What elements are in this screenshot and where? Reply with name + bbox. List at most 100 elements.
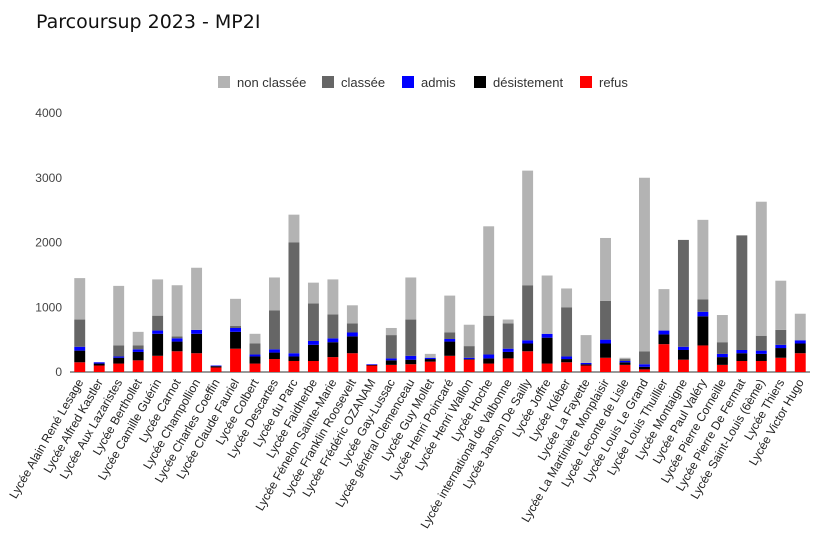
bar-segment-admis bbox=[113, 356, 125, 358]
bar-segment-non-classée bbox=[171, 285, 183, 337]
bar-segment-désistement bbox=[541, 337, 553, 364]
bar-stack bbox=[74, 278, 86, 372]
bar-segment-désistement bbox=[366, 364, 378, 366]
bar-segment-désistement bbox=[327, 342, 339, 358]
bar-segment-désistement bbox=[580, 364, 592, 366]
bar-segment-non-classée bbox=[541, 275, 553, 334]
bar-segment-admis bbox=[463, 357, 475, 360]
bar-stack bbox=[171, 285, 183, 372]
bar-segment-refus bbox=[755, 360, 767, 372]
bar-segment-désistement bbox=[346, 336, 358, 354]
bar-segment-refus bbox=[541, 363, 553, 372]
bar-segment-classée bbox=[152, 315, 164, 331]
bar-segment-désistement bbox=[600, 343, 611, 358]
bar-segment-classée bbox=[697, 299, 709, 312]
chart-title: Parcoursup 2023 - MP2I bbox=[36, 11, 261, 33]
bar-segment-classée bbox=[736, 235, 748, 350]
bar-segment-non-classée bbox=[269, 277, 280, 311]
bar-segment-admis bbox=[210, 365, 222, 367]
bar-segment-admis bbox=[580, 362, 592, 365]
bar-segment-admis bbox=[775, 344, 787, 349]
bar-segment-non-classée bbox=[522, 170, 534, 286]
bar-stack bbox=[522, 170, 534, 372]
bar-stack bbox=[93, 362, 105, 372]
bar-stack bbox=[269, 277, 280, 372]
bar-segment-refus bbox=[794, 353, 806, 372]
bar-segment-classée bbox=[171, 336, 183, 339]
legend-swatch bbox=[474, 76, 486, 88]
bar-segment-refus bbox=[405, 364, 417, 372]
bar-stack bbox=[794, 313, 806, 372]
bar-segment-refus bbox=[385, 364, 397, 372]
bar-segment-non-classée bbox=[444, 295, 456, 333]
bar-segment-refus bbox=[346, 353, 358, 372]
y-tick-label: 4000 bbox=[35, 106, 62, 120]
y-tick-label: 3000 bbox=[35, 171, 62, 185]
bar-segment-admis bbox=[249, 354, 261, 357]
bar-segment-admis bbox=[619, 360, 631, 363]
bar-segment-refus bbox=[658, 344, 670, 372]
legend-swatch bbox=[580, 76, 592, 88]
bar-stack bbox=[580, 335, 592, 372]
bar-segment-non-classée bbox=[794, 313, 806, 341]
bar-segment-refus bbox=[600, 357, 611, 372]
bar-segment-classée bbox=[113, 345, 125, 357]
y-tick-label: 0 bbox=[55, 365, 62, 379]
legend-label: non classée bbox=[237, 75, 306, 90]
bar-segment-refus bbox=[288, 360, 300, 372]
bar-segment-admis bbox=[93, 362, 105, 364]
bar-segment-admis bbox=[794, 340, 806, 344]
bar-segment-admis bbox=[522, 340, 534, 344]
bar-segment-non-classée bbox=[658, 289, 670, 331]
bar-segment-désistement bbox=[463, 359, 475, 360]
bar-segment-classée bbox=[74, 319, 86, 347]
bar-stack bbox=[132, 331, 144, 372]
bar-stack bbox=[775, 280, 787, 372]
bar-segment-admis bbox=[502, 348, 514, 352]
bar-segment-refus bbox=[444, 355, 456, 372]
bar-segment-désistement bbox=[230, 331, 241, 349]
bar-segment-admis bbox=[152, 330, 164, 334]
bar-segment-admis bbox=[74, 346, 86, 351]
bar-segment-désistement bbox=[716, 357, 728, 365]
bar-segment-classée bbox=[249, 343, 261, 355]
bar-segment-désistement bbox=[775, 348, 787, 358]
bar-segment-refus bbox=[152, 355, 164, 372]
bar-stack bbox=[658, 289, 670, 372]
bar-segment-admis bbox=[658, 330, 670, 335]
bar-segment-refus bbox=[171, 351, 183, 372]
bar-segment-refus bbox=[307, 360, 319, 372]
bar-segment-classée bbox=[288, 242, 300, 354]
legend-label: classée bbox=[341, 75, 385, 90]
bar-segment-non-classée bbox=[463, 324, 475, 347]
bar-stack bbox=[561, 288, 573, 372]
bar-segment-refus bbox=[269, 359, 280, 372]
bar-segment-admis bbox=[269, 349, 280, 353]
bar-segment-non-classée bbox=[600, 237, 611, 301]
bar-segment-admis bbox=[288, 353, 300, 357]
bar-stack bbox=[249, 333, 261, 372]
bar-segment-non-classée bbox=[230, 298, 241, 327]
bar-segment-classée bbox=[639, 351, 650, 365]
bar-segment-non-classée bbox=[755, 201, 767, 336]
bar-segment-classée bbox=[405, 319, 417, 356]
bar-segment-classée bbox=[561, 307, 573, 357]
bar-segment-désistement bbox=[249, 356, 261, 364]
bar-segment-classée bbox=[619, 359, 631, 361]
bar-segment-refus bbox=[230, 348, 241, 372]
bar-segment-admis bbox=[307, 340, 319, 345]
bar-segment-refus bbox=[483, 363, 495, 372]
bar-segment-désistement bbox=[405, 359, 417, 365]
bar-segment-classée bbox=[385, 335, 397, 359]
bar-segment-admis bbox=[385, 358, 397, 361]
bar-stack bbox=[619, 357, 631, 372]
bar-segment-refus bbox=[619, 364, 631, 372]
bar-segment-refus bbox=[561, 362, 573, 372]
bar-segment-refus bbox=[366, 365, 378, 372]
bar-segment-classée bbox=[600, 300, 611, 340]
bar-segment-classée bbox=[502, 323, 514, 349]
y-axis: 0 1000 2000 3000 4000 bbox=[35, 106, 810, 379]
bar-segment-refus bbox=[132, 360, 144, 372]
legend-swatch bbox=[322, 76, 334, 88]
